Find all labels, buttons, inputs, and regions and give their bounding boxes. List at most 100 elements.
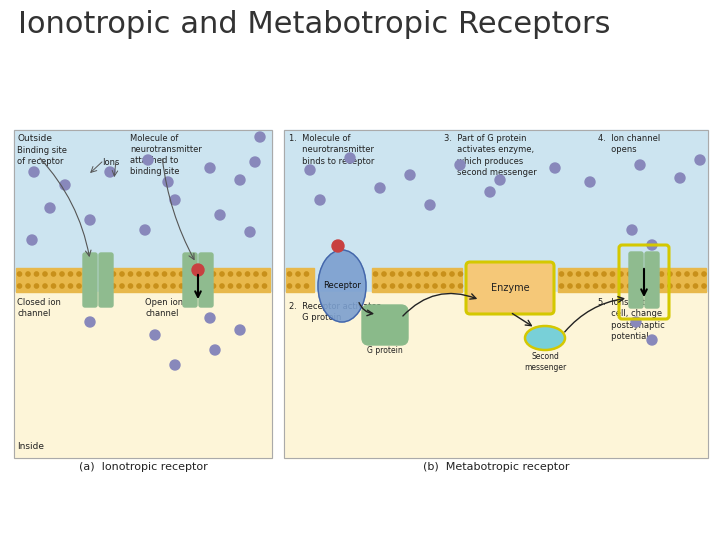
Circle shape	[154, 284, 158, 288]
Circle shape	[254, 272, 258, 276]
Circle shape	[685, 284, 689, 288]
Circle shape	[315, 195, 325, 205]
FancyBboxPatch shape	[629, 252, 643, 308]
Circle shape	[568, 272, 572, 276]
Circle shape	[424, 284, 428, 288]
Circle shape	[68, 272, 73, 276]
Circle shape	[17, 284, 22, 288]
Circle shape	[163, 177, 173, 187]
Bar	[286, 268, 314, 292]
Text: 1.  Molecule of
     neurotransmitter
     binds to receptor: 1. Molecule of neurotransmitter binds to…	[289, 134, 374, 166]
Text: Ions: Ions	[102, 158, 120, 167]
Circle shape	[77, 284, 81, 288]
Bar	[284, 130, 708, 292]
Circle shape	[145, 284, 150, 288]
Circle shape	[60, 180, 70, 190]
Circle shape	[685, 272, 689, 276]
FancyBboxPatch shape	[183, 253, 197, 307]
Circle shape	[695, 155, 705, 165]
Circle shape	[568, 284, 572, 288]
Circle shape	[693, 272, 698, 276]
Circle shape	[237, 284, 241, 288]
Circle shape	[205, 163, 215, 173]
Circle shape	[676, 272, 680, 276]
Bar	[284, 130, 708, 458]
Text: (b)  Metabotropic receptor: (b) Metabotropic receptor	[423, 462, 570, 472]
Circle shape	[455, 160, 465, 170]
Circle shape	[212, 272, 215, 276]
Circle shape	[246, 272, 250, 276]
Text: Ionotropic and Metabotropic Receptors: Ionotropic and Metabotropic Receptors	[18, 10, 611, 39]
Text: (a)  Ionotropic receptor: (a) Ionotropic receptor	[78, 462, 207, 472]
Bar	[16, 268, 86, 292]
Circle shape	[262, 284, 266, 288]
Circle shape	[382, 284, 386, 288]
Circle shape	[693, 284, 698, 288]
Circle shape	[374, 284, 377, 288]
Circle shape	[120, 284, 124, 288]
Circle shape	[137, 284, 141, 288]
Circle shape	[205, 313, 215, 323]
Circle shape	[602, 272, 606, 276]
Circle shape	[140, 225, 150, 235]
Circle shape	[635, 160, 645, 170]
Circle shape	[702, 284, 706, 288]
Circle shape	[602, 284, 606, 288]
Circle shape	[237, 272, 241, 276]
Circle shape	[675, 173, 685, 183]
Circle shape	[390, 272, 395, 276]
Circle shape	[245, 227, 255, 237]
FancyBboxPatch shape	[362, 305, 408, 345]
Circle shape	[399, 284, 403, 288]
Circle shape	[26, 284, 30, 288]
Circle shape	[210, 345, 220, 355]
Circle shape	[27, 235, 37, 245]
Circle shape	[405, 170, 415, 180]
Circle shape	[85, 317, 95, 327]
Circle shape	[631, 317, 641, 327]
Circle shape	[85, 215, 95, 225]
Text: Binding site
of receptor: Binding site of receptor	[17, 146, 67, 166]
Bar	[372, 268, 462, 292]
Circle shape	[374, 272, 377, 276]
Text: Molecule of
neurotransmitter
attached to
binding site: Molecule of neurotransmitter attached to…	[130, 134, 202, 176]
Circle shape	[408, 284, 412, 288]
Circle shape	[619, 284, 623, 288]
Bar	[210, 268, 270, 292]
Circle shape	[375, 183, 385, 193]
Text: G protein: G protein	[367, 346, 403, 355]
Circle shape	[287, 284, 292, 288]
Circle shape	[433, 284, 437, 288]
Circle shape	[296, 284, 300, 288]
Circle shape	[262, 272, 266, 276]
Circle shape	[143, 155, 153, 165]
Circle shape	[668, 272, 672, 276]
Circle shape	[433, 272, 437, 276]
Circle shape	[668, 284, 672, 288]
Circle shape	[45, 203, 55, 213]
Circle shape	[179, 284, 184, 288]
Circle shape	[220, 284, 224, 288]
Circle shape	[29, 167, 39, 177]
FancyBboxPatch shape	[99, 253, 113, 307]
Circle shape	[68, 284, 73, 288]
Circle shape	[60, 272, 64, 276]
Circle shape	[550, 163, 560, 173]
Circle shape	[212, 284, 215, 288]
Circle shape	[60, 284, 64, 288]
Text: Closed ion
channel: Closed ion channel	[17, 298, 61, 318]
Circle shape	[485, 187, 495, 197]
Circle shape	[619, 272, 623, 276]
Circle shape	[585, 284, 589, 288]
Circle shape	[660, 272, 664, 276]
Circle shape	[424, 272, 428, 276]
Circle shape	[150, 330, 160, 340]
Circle shape	[450, 272, 454, 276]
Circle shape	[43, 284, 47, 288]
Circle shape	[120, 272, 124, 276]
Circle shape	[287, 272, 292, 276]
Circle shape	[215, 210, 225, 220]
Circle shape	[154, 272, 158, 276]
Circle shape	[192, 264, 204, 276]
Circle shape	[627, 284, 631, 288]
